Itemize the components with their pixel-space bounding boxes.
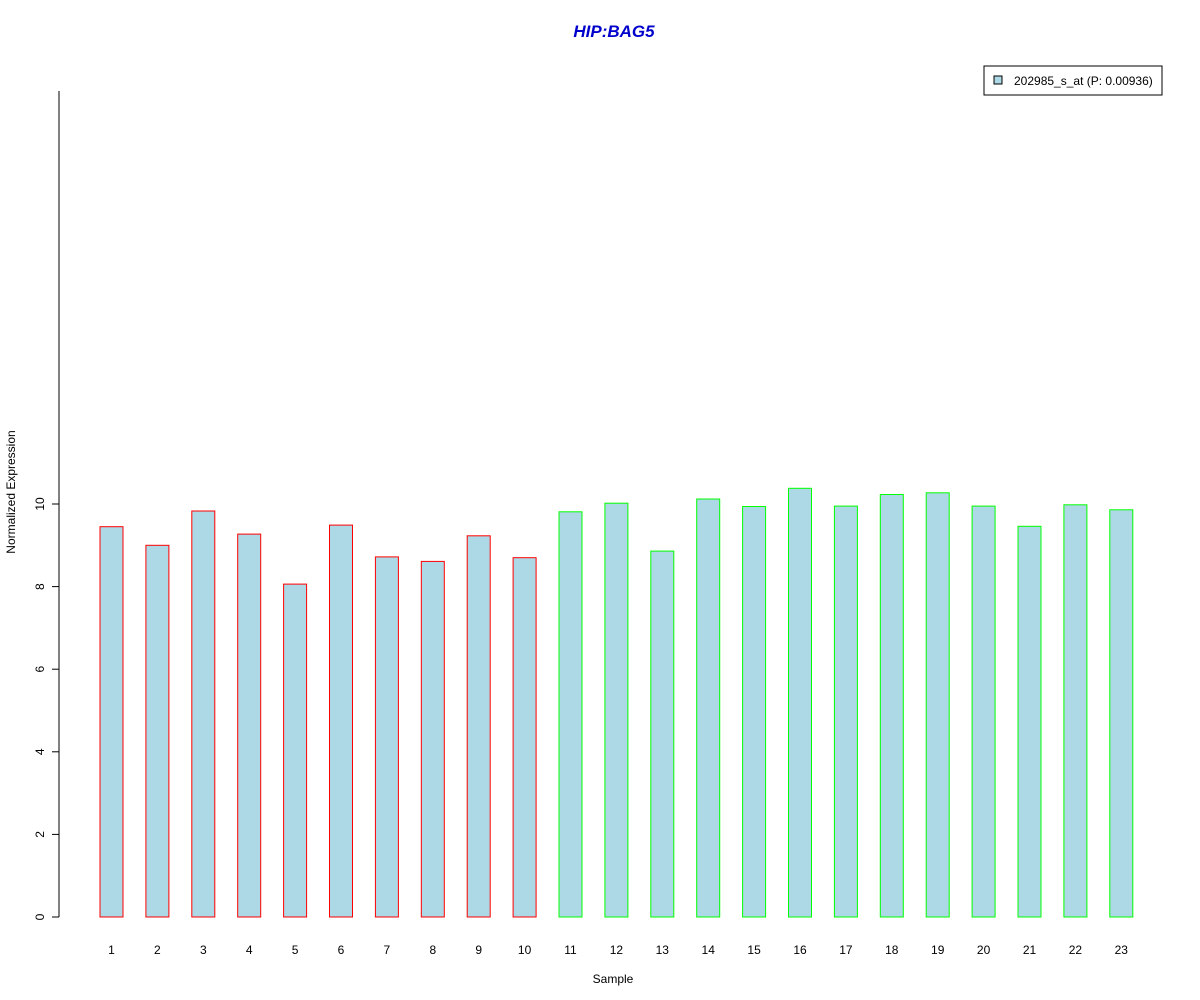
bar — [374, 556, 399, 918]
x-tick-label: 4 — [246, 943, 253, 957]
y-tick-label: 8 — [33, 583, 47, 590]
y-tick-label: 4 — [33, 748, 47, 755]
chart-title: HIP:BAG5 — [573, 22, 655, 41]
bar — [420, 560, 445, 918]
x-tick-label: 16 — [793, 943, 807, 957]
bar — [742, 506, 767, 918]
x-tick-label: 1 — [108, 943, 115, 957]
bar — [512, 557, 537, 918]
bar — [925, 492, 950, 918]
bar — [696, 498, 721, 918]
x-tick-label: 19 — [931, 943, 945, 957]
x-tick-label: 7 — [384, 943, 391, 957]
x-tick-label: 11 — [564, 943, 577, 957]
bar — [971, 505, 996, 918]
bar — [237, 533, 262, 918]
y-tick-label: 10 — [33, 497, 47, 511]
x-tick-label: 5 — [292, 943, 299, 957]
x-tick-label: 23 — [1115, 943, 1129, 957]
bar — [650, 550, 675, 918]
x-tick-label: 13 — [656, 943, 670, 957]
legend: 202985_s_at (P: 0.00936) — [983, 65, 1163, 96]
y-axis-label: Normalized Expression — [4, 430, 18, 553]
y-tick-label: 0 — [33, 913, 47, 920]
x-tick-label: 12 — [610, 943, 624, 957]
bar — [604, 502, 629, 918]
x-tick-label: 9 — [475, 943, 482, 957]
x-tick-label: 2 — [154, 943, 161, 957]
x-tick-label: 15 — [747, 943, 761, 957]
x-tick-label: 21 — [1023, 943, 1037, 957]
bar — [145, 544, 170, 918]
bar — [329, 524, 353, 918]
y-axis: 0 2 4 6 8 10 — [33, 91, 60, 920]
bar — [1063, 504, 1088, 918]
legend-swatch — [993, 75, 1003, 85]
x-tick-label: 3 — [200, 943, 207, 957]
x-tick-label: 14 — [702, 943, 716, 957]
bar — [558, 511, 583, 918]
x-tick-label: 6 — [338, 943, 345, 957]
y-tick-label: 2 — [33, 831, 47, 838]
x-tick-label: 10 — [518, 943, 532, 957]
bar — [788, 487, 812, 918]
x-tick-label: 17 — [839, 943, 853, 957]
x-tick-label: 18 — [885, 943, 899, 957]
bar — [99, 526, 124, 918]
bar — [191, 510, 216, 918]
bar — [879, 494, 904, 918]
bars — [99, 487, 1134, 918]
x-axis-label: Sample — [593, 972, 634, 986]
x-tick-label: 22 — [1069, 943, 1083, 957]
bar — [1109, 509, 1134, 918]
bar — [283, 583, 308, 918]
y-tick-label: 6 — [33, 666, 47, 673]
bar — [833, 505, 858, 918]
bar — [466, 535, 491, 918]
x-tick-labels: 1 2 3 4 5 6 7 8 9 10 11 12 13 14 15 16 17 18 19 20 21 22 23 — [108, 943, 1128, 957]
legend-box — [983, 65, 1163, 96]
bar — [1017, 525, 1042, 918]
legend-label: 202985_s_at (P: 0.00936) — [1014, 74, 1153, 88]
x-tick-label: 8 — [429, 943, 436, 957]
x-tick-label: 20 — [977, 943, 991, 957]
